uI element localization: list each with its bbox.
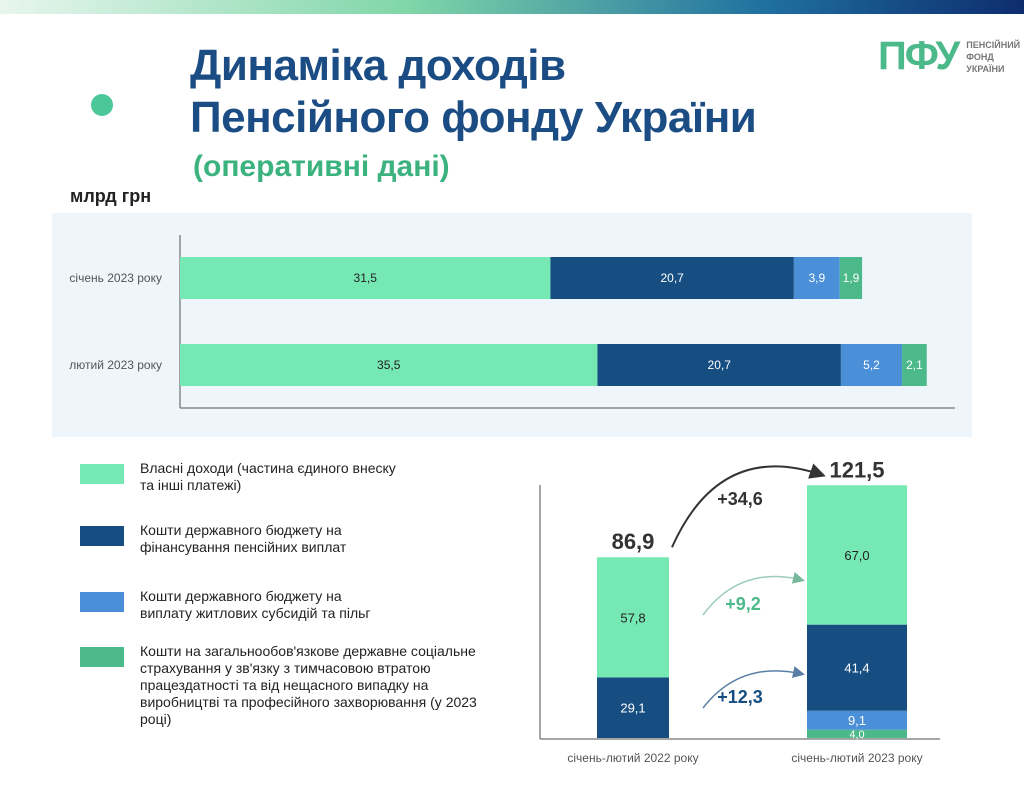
decorative-dot [91,94,113,116]
unit-label: млрд грн [70,186,152,206]
top-gradient-bar [0,0,1024,14]
category-label: лютий 2023 року [69,358,162,372]
bar-segment [807,485,907,625]
logo-text-line: ПЕНСІЙНИЙ [966,39,1021,50]
logo-text-line: ФОНД [966,51,994,62]
data-label: 2,1 [906,358,923,372]
data-label: 67,0 [844,548,869,563]
data-label: 5,2 [863,358,880,372]
bar-segment [597,344,841,386]
title-line-2: Пенсійного фонду України [190,93,757,142]
page-subtitle: (оперативні дані) [193,150,450,183]
title-line-1: Динаміка доходів [190,41,566,90]
arrow-pension [702,666,805,709]
legend-swatch [80,464,124,484]
data-label: 41,4 [844,661,869,676]
total-label: 86,9 [612,529,655,554]
top-chart-panel [52,213,972,437]
logo-text-line: УКРАЇНИ [966,63,1005,74]
bar-segment [550,257,794,299]
arrow-total [671,463,826,548]
legend-label: Кошти державного бюджету на виплату житл… [140,588,371,621]
bar-segment [180,344,598,386]
legend-label: Кошти державного бюджету на фінансування… [140,522,347,555]
data-label: 20,7 [708,358,732,372]
bar-segment [839,257,863,299]
data-label: 35,5 [377,358,401,372]
bar-segment [902,344,927,386]
bar-segment [597,677,669,738]
logo-text: ПЕНСІЙНИЙ ФОНД УКРАЇНИ [966,39,1020,75]
legend-item-subsidies: Кошти державного бюджету на виплату житл… [80,588,380,622]
change-annotation: +9,2 [725,594,761,614]
legend-swatch [80,647,124,667]
data-label: 57,8 [620,610,645,625]
legend-item-insurance: Кошти на загальнообов'язкове державне со… [80,643,480,728]
legend-item-own: Власні доходи (частина єдиного внеску та… [80,460,400,494]
data-label: 29,1 [620,701,645,716]
bar-segment [807,624,907,711]
data-label: 31,5 [354,271,378,285]
bar-segment [597,557,669,678]
legend-label: Власні доходи (частина єдиного внеску та… [140,460,396,493]
data-label: 3,9 [808,271,825,285]
bar-segment [807,710,907,730]
change-annotation: +34,6 [717,489,763,509]
legend-label: Кошти на загальнообов'язкове державне со… [140,643,477,727]
data-label: 9,1 [848,713,866,728]
change-annotation: +12,3 [717,687,763,707]
category-label: січень 2023 року [69,271,162,285]
category-label: січень-лютий 2022 року [567,751,698,765]
legend-swatch [80,526,124,546]
data-label: 20,7 [660,271,684,285]
bar-segment [793,257,840,299]
arrow-own [702,572,805,616]
total-label: 121,5 [829,457,884,482]
bar-segment [180,257,551,299]
bar-segment [840,344,903,386]
data-label: 1,9 [843,271,860,285]
logo-mark: ПФУ [878,34,960,78]
page-title: Динаміка доходів Пенсійного фонду Україн… [190,40,757,144]
bar-segment [807,729,907,738]
legend-item-state-pension: Кошти державного бюджету на фінансування… [80,522,380,556]
category-label: січень-лютий 2023 року [791,751,922,765]
pfu-logo: ПФУ ПЕНСІЙНИЙ ФОНД УКРАЇНИ [878,34,1020,79]
data-label: 4,0 [849,729,864,741]
legend-swatch [80,592,124,612]
